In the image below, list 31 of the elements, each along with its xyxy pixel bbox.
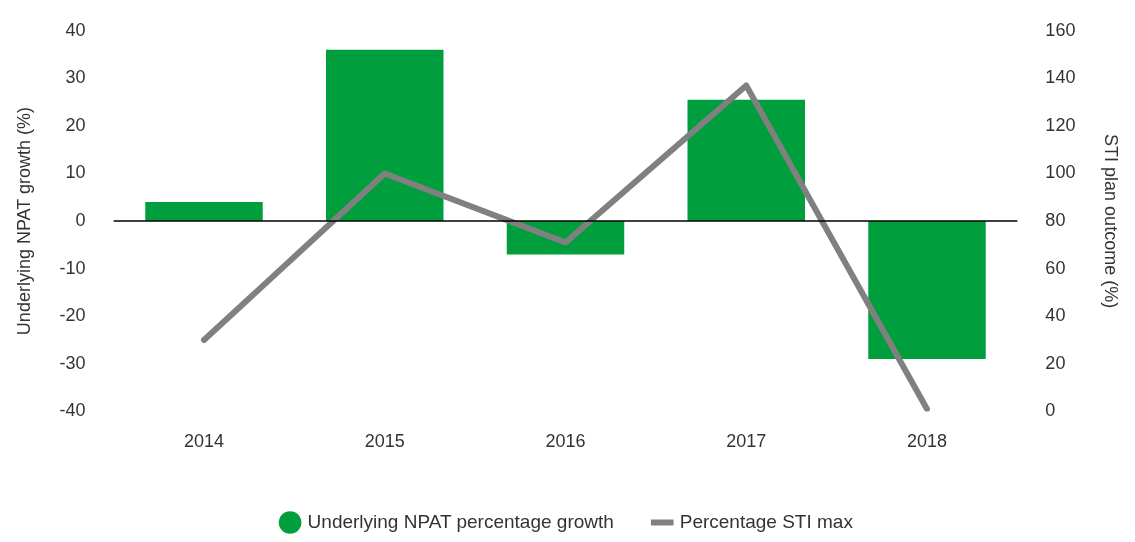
- y2-tick-label: 120: [1045, 114, 1076, 135]
- x-tick-label: 2016: [545, 431, 586, 452]
- x-tick-label: 2015: [364, 431, 405, 452]
- y-tick-label: -10: [59, 257, 86, 278]
- x-tick-label: 2014: [183, 431, 225, 452]
- legend-label: Percentage STI max: [679, 510, 854, 532]
- y-axis-title: Underlying NPAT growth (%): [13, 107, 34, 336]
- y2-tick-label: 40: [1045, 305, 1066, 326]
- y2-tick-label: 80: [1045, 210, 1066, 231]
- y2-tick-label: 60: [1045, 257, 1066, 278]
- y-tick-label: 30: [65, 67, 86, 88]
- y2-tick-label: 0: [1045, 400, 1056, 421]
- y2-axis-title: STI plan outcome (%): [1101, 134, 1122, 309]
- y-tick-label: -30: [59, 352, 86, 373]
- y2-tick-label: 160: [1045, 19, 1076, 40]
- bar: [687, 99, 805, 222]
- bar: [326, 49, 444, 222]
- y-tick-label: 20: [65, 114, 86, 135]
- y-tick-label: 10: [65, 162, 86, 183]
- y-tick-label: 40: [65, 19, 86, 40]
- y2-tick-label: 20: [1045, 352, 1066, 373]
- x-tick-label: 2017: [726, 431, 767, 452]
- y-tick-label: -20: [59, 305, 86, 326]
- y-tick-label: 0: [75, 210, 86, 231]
- y2-tick-label: 140: [1045, 67, 1076, 88]
- bar: [868, 221, 986, 360]
- y2-tick-label: 100: [1045, 162, 1076, 183]
- x-tick-label: 2018: [906, 431, 948, 452]
- y-tick-label: -40: [59, 400, 86, 421]
- bar: [145, 202, 263, 222]
- legend-label: Underlying NPAT percentage growth: [307, 510, 614, 532]
